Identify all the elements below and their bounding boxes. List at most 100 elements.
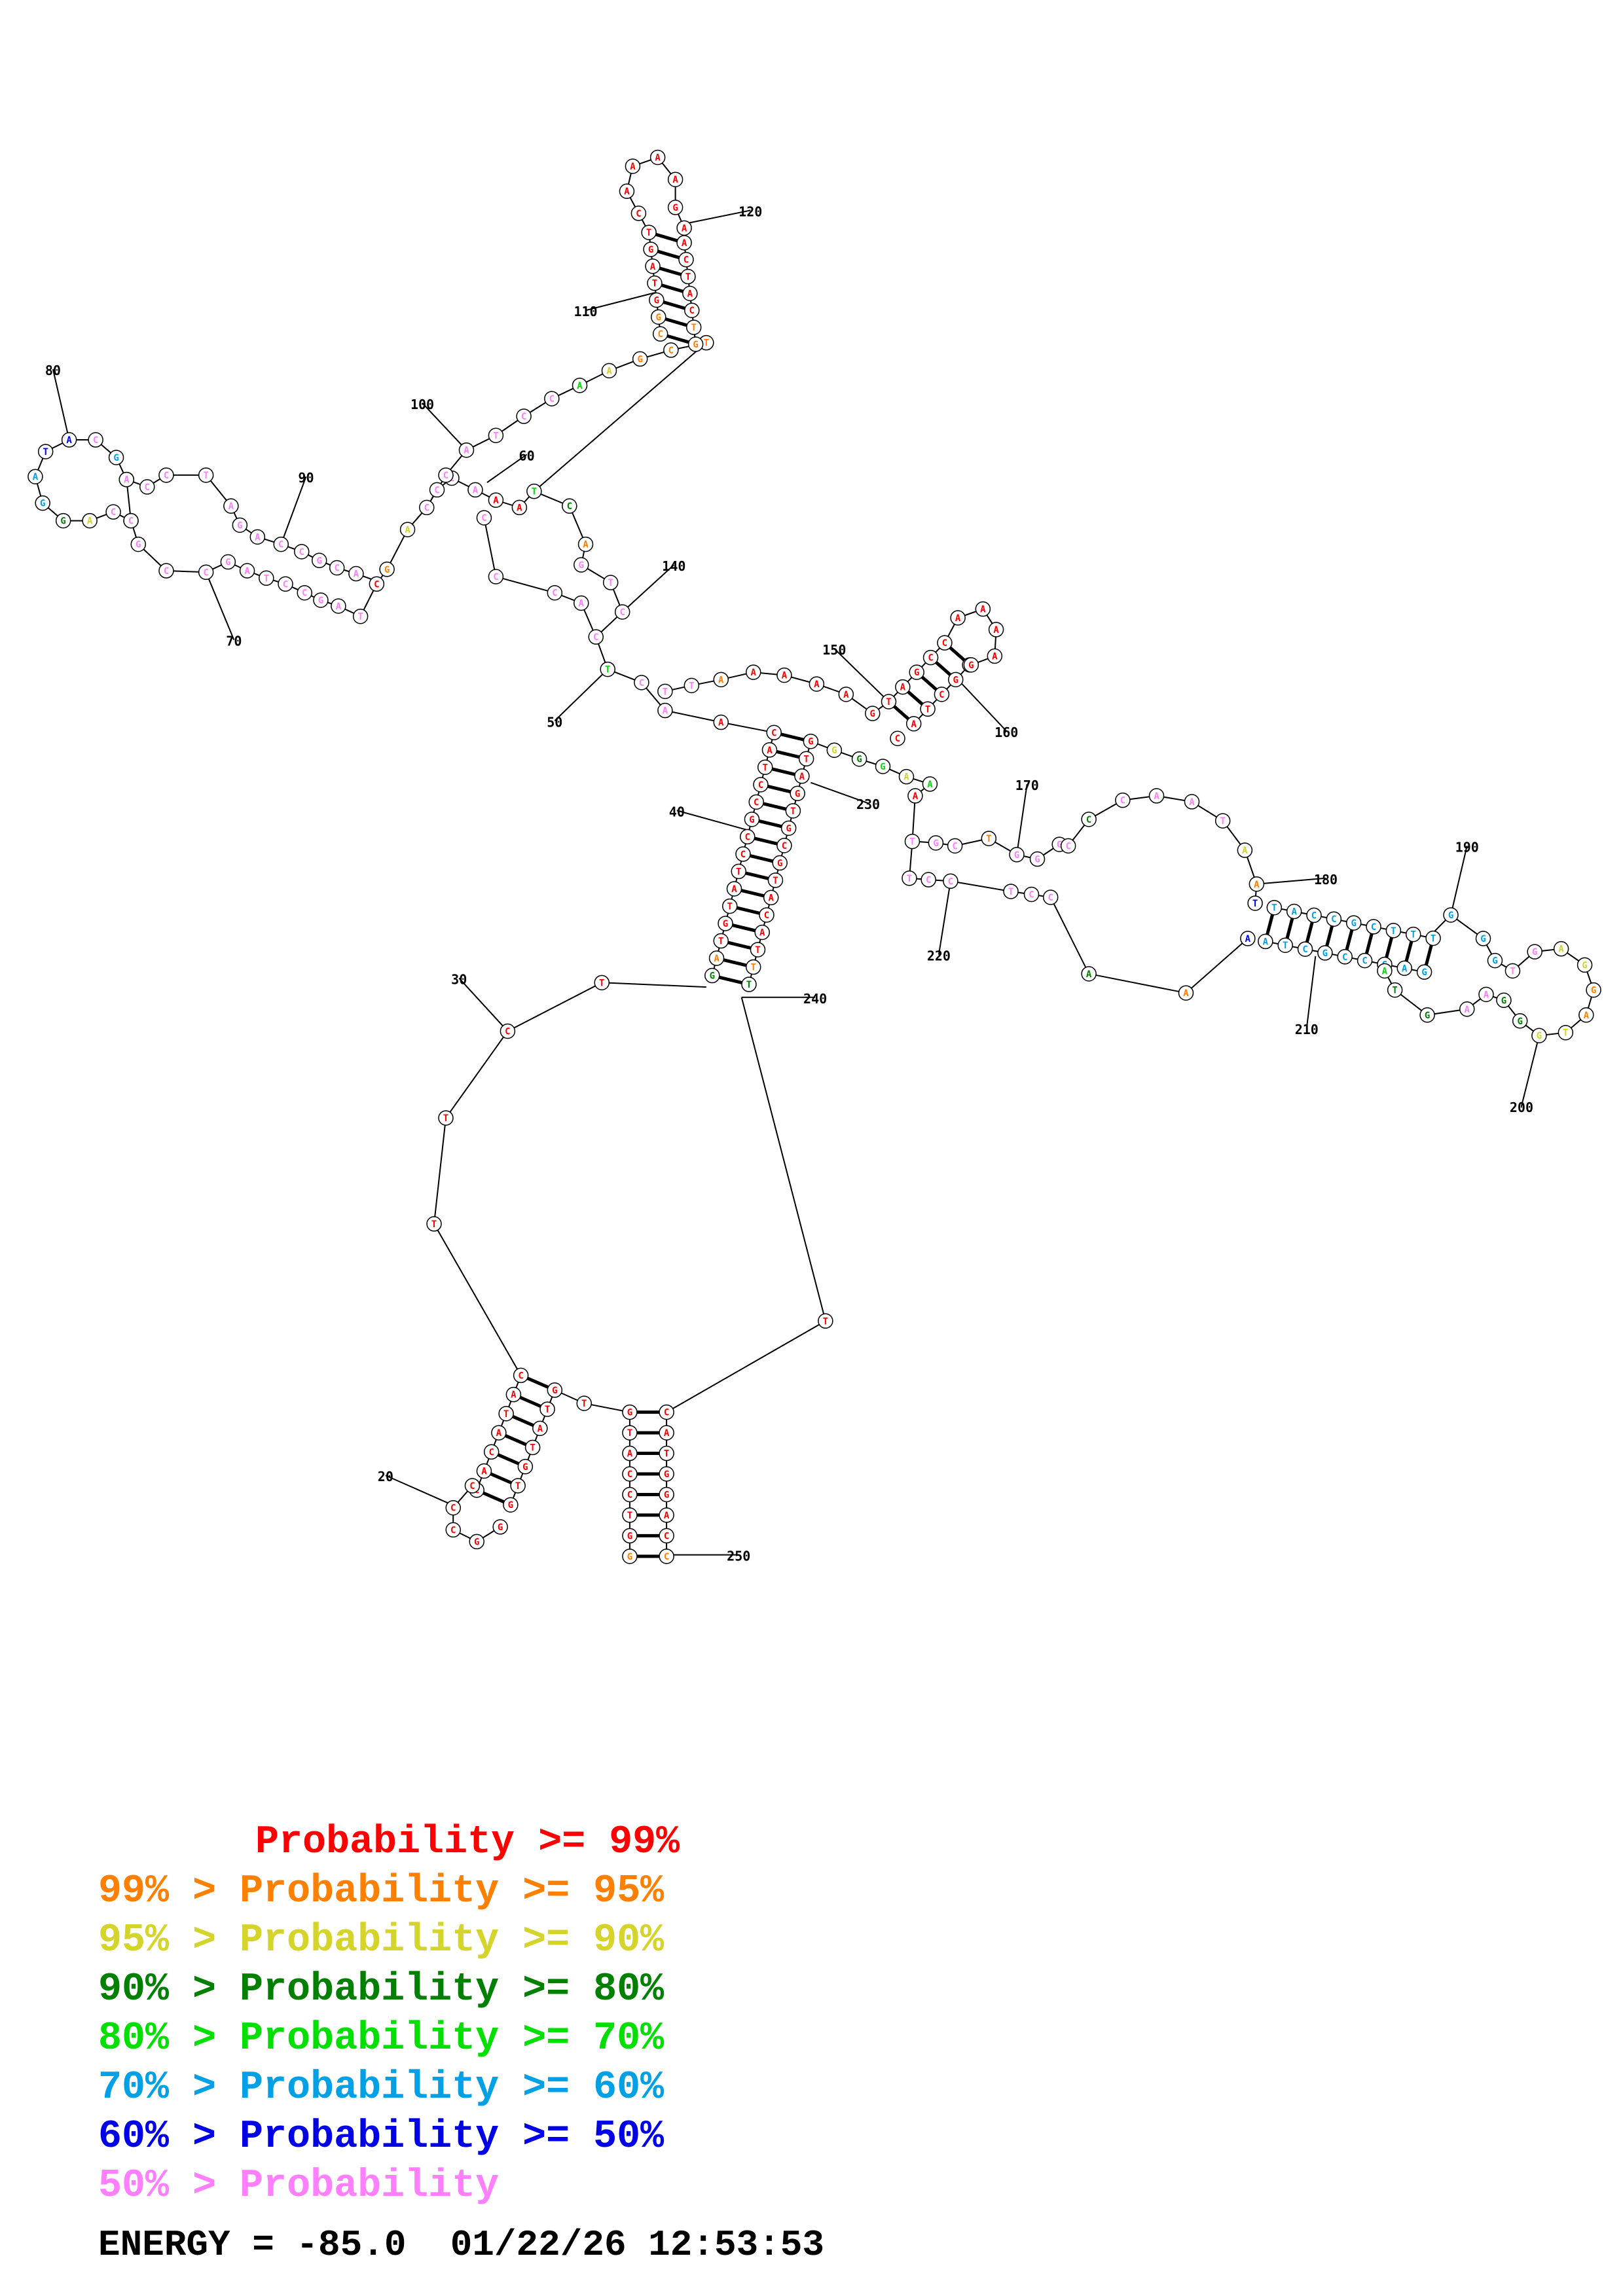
nucleotide-circle [622, 1466, 638, 1482]
nucleotide-letter: T [736, 867, 741, 877]
nucleotide-circle [761, 742, 778, 758]
nucleotide-letter: G [953, 675, 958, 685]
nucleotide-circle [726, 881, 742, 897]
nucleotide-circle [1237, 842, 1253, 858]
nucleotide-circle [429, 482, 445, 498]
nucleotide-letter: G [710, 971, 715, 982]
legend-row-p60: 70% > Probability >= 60% [98, 2068, 664, 2108]
nucleotide-letter: G [1537, 1031, 1542, 1041]
nucleotide-letter: A [955, 613, 961, 624]
nucleotide-circle [1023, 886, 1040, 903]
nucleotide-letter: G [384, 565, 390, 575]
nucleotide-circle [158, 467, 174, 483]
nucleotide-letter: T [907, 874, 912, 884]
nucleotide-letter: A [682, 238, 687, 249]
nucleotide-circle [1029, 851, 1046, 867]
nucleotide-letter: A [993, 625, 999, 636]
nucleotide-letter: G [136, 540, 141, 550]
nucleotide-letter: G [113, 453, 119, 463]
nucleotide-circle [921, 872, 936, 888]
nucleotide-letter: G [654, 295, 659, 306]
nucleotide-letter: T [823, 1316, 828, 1327]
nucleotide-circle [735, 846, 751, 862]
nucleotide-circle [492, 1519, 508, 1535]
nucleotide-circle [379, 562, 395, 577]
nucleotide-letter: T [627, 1428, 632, 1439]
nucleotide-letter: C [1029, 889, 1034, 900]
nucleotide-circle [1240, 931, 1256, 946]
nucleotide-letter: C [668, 346, 674, 356]
nucleotide-circle [634, 675, 649, 691]
nucleotide-circle [685, 319, 702, 335]
nucleotide-letter: A [799, 772, 805, 782]
nucleotide-circle [130, 536, 147, 552]
nucleotide-circle [198, 467, 214, 483]
nucleotide-letter: G [672, 203, 678, 213]
nucleotide-circle [458, 442, 475, 458]
nucleotide-letter: C [942, 638, 947, 649]
nucleotide-circle [663, 342, 679, 358]
nucleotide-letter: G [1448, 910, 1453, 921]
nucleotide-letter: G [664, 1469, 669, 1480]
nucleotide-letter: C [639, 678, 644, 689]
nucleotide-letter: A [228, 501, 234, 512]
nucleotide-circle [890, 730, 905, 746]
legend-prefix: 90% > [98, 1967, 240, 2012]
nucleotide-letter: C [521, 412, 526, 422]
nucleotide-letter: G [579, 560, 584, 571]
nucleotide-circle [1487, 952, 1503, 969]
nucleotide-circle [348, 565, 364, 582]
nucleotide-circle [619, 183, 635, 199]
nucleotide-circle [767, 872, 784, 888]
nucleotide-circle [232, 517, 248, 533]
nucleotide-circle [588, 629, 604, 645]
nucleotide-letter: G [1591, 986, 1596, 996]
backbone-path [426, 342, 707, 508]
nucleotide-letter: C [1311, 910, 1317, 921]
position-label: 190 [1455, 839, 1479, 855]
position-label: 50 [547, 714, 562, 730]
nucleotide-letter: T [581, 1399, 587, 1409]
connector-line [833, 648, 890, 702]
connector-line [458, 977, 509, 1032]
nucleotide-letter: A [718, 675, 724, 685]
nucleotide-circle [622, 1445, 638, 1462]
nucleotide-letter: T [886, 697, 891, 708]
nucleotide-circle [516, 408, 532, 424]
nucleotide-circle [488, 492, 504, 508]
nucleotide-letter: C [1065, 841, 1070, 852]
nucleotide-circle [759, 907, 775, 923]
nucleotide-letter: T [773, 876, 778, 886]
nucleotide-letter: A [336, 601, 342, 612]
nucleotide-circle [37, 444, 54, 459]
nucleotide-circle [622, 1425, 638, 1441]
nucleotide-circle [1178, 985, 1194, 1001]
nucleotide-circle [1387, 982, 1403, 998]
nucleotide-circle [526, 483, 542, 499]
legend-prefix: 70% > [98, 2066, 240, 2110]
nucleotide-letter: C [782, 841, 787, 852]
nucleotide-letter: G [1480, 934, 1486, 944]
nucleotide-circle [947, 838, 963, 854]
legend-row-p70: 80% > Probability >= 70% [98, 2019, 664, 2058]
nucleotide-letter: A [782, 671, 788, 681]
nucleotide-letter: A [664, 1511, 670, 1521]
nucleotide-letter: A [630, 162, 636, 172]
nucleotide-letter: T [203, 471, 208, 481]
nucleotide-letter: T [515, 1481, 520, 1492]
connector-line [622, 564, 675, 613]
connector-line [811, 781, 869, 804]
nucleotide-letter: T [532, 487, 537, 497]
nucleotide-circle [748, 794, 764, 810]
nucleotide-circle [139, 479, 155, 495]
nucleotide-letter: A [354, 569, 359, 580]
nucleotide-letter: A [1558, 944, 1564, 955]
nucleotide-circle [704, 967, 720, 984]
nucleotide-circle [498, 1406, 514, 1422]
nucleotide-circle [1553, 941, 1569, 957]
nucleotide-circle [766, 725, 782, 741]
nucleotide-circle [684, 302, 700, 318]
nucleotide-circle [680, 268, 696, 285]
nucleotide-circle [657, 702, 673, 719]
nucleotide-circle [622, 1404, 638, 1420]
